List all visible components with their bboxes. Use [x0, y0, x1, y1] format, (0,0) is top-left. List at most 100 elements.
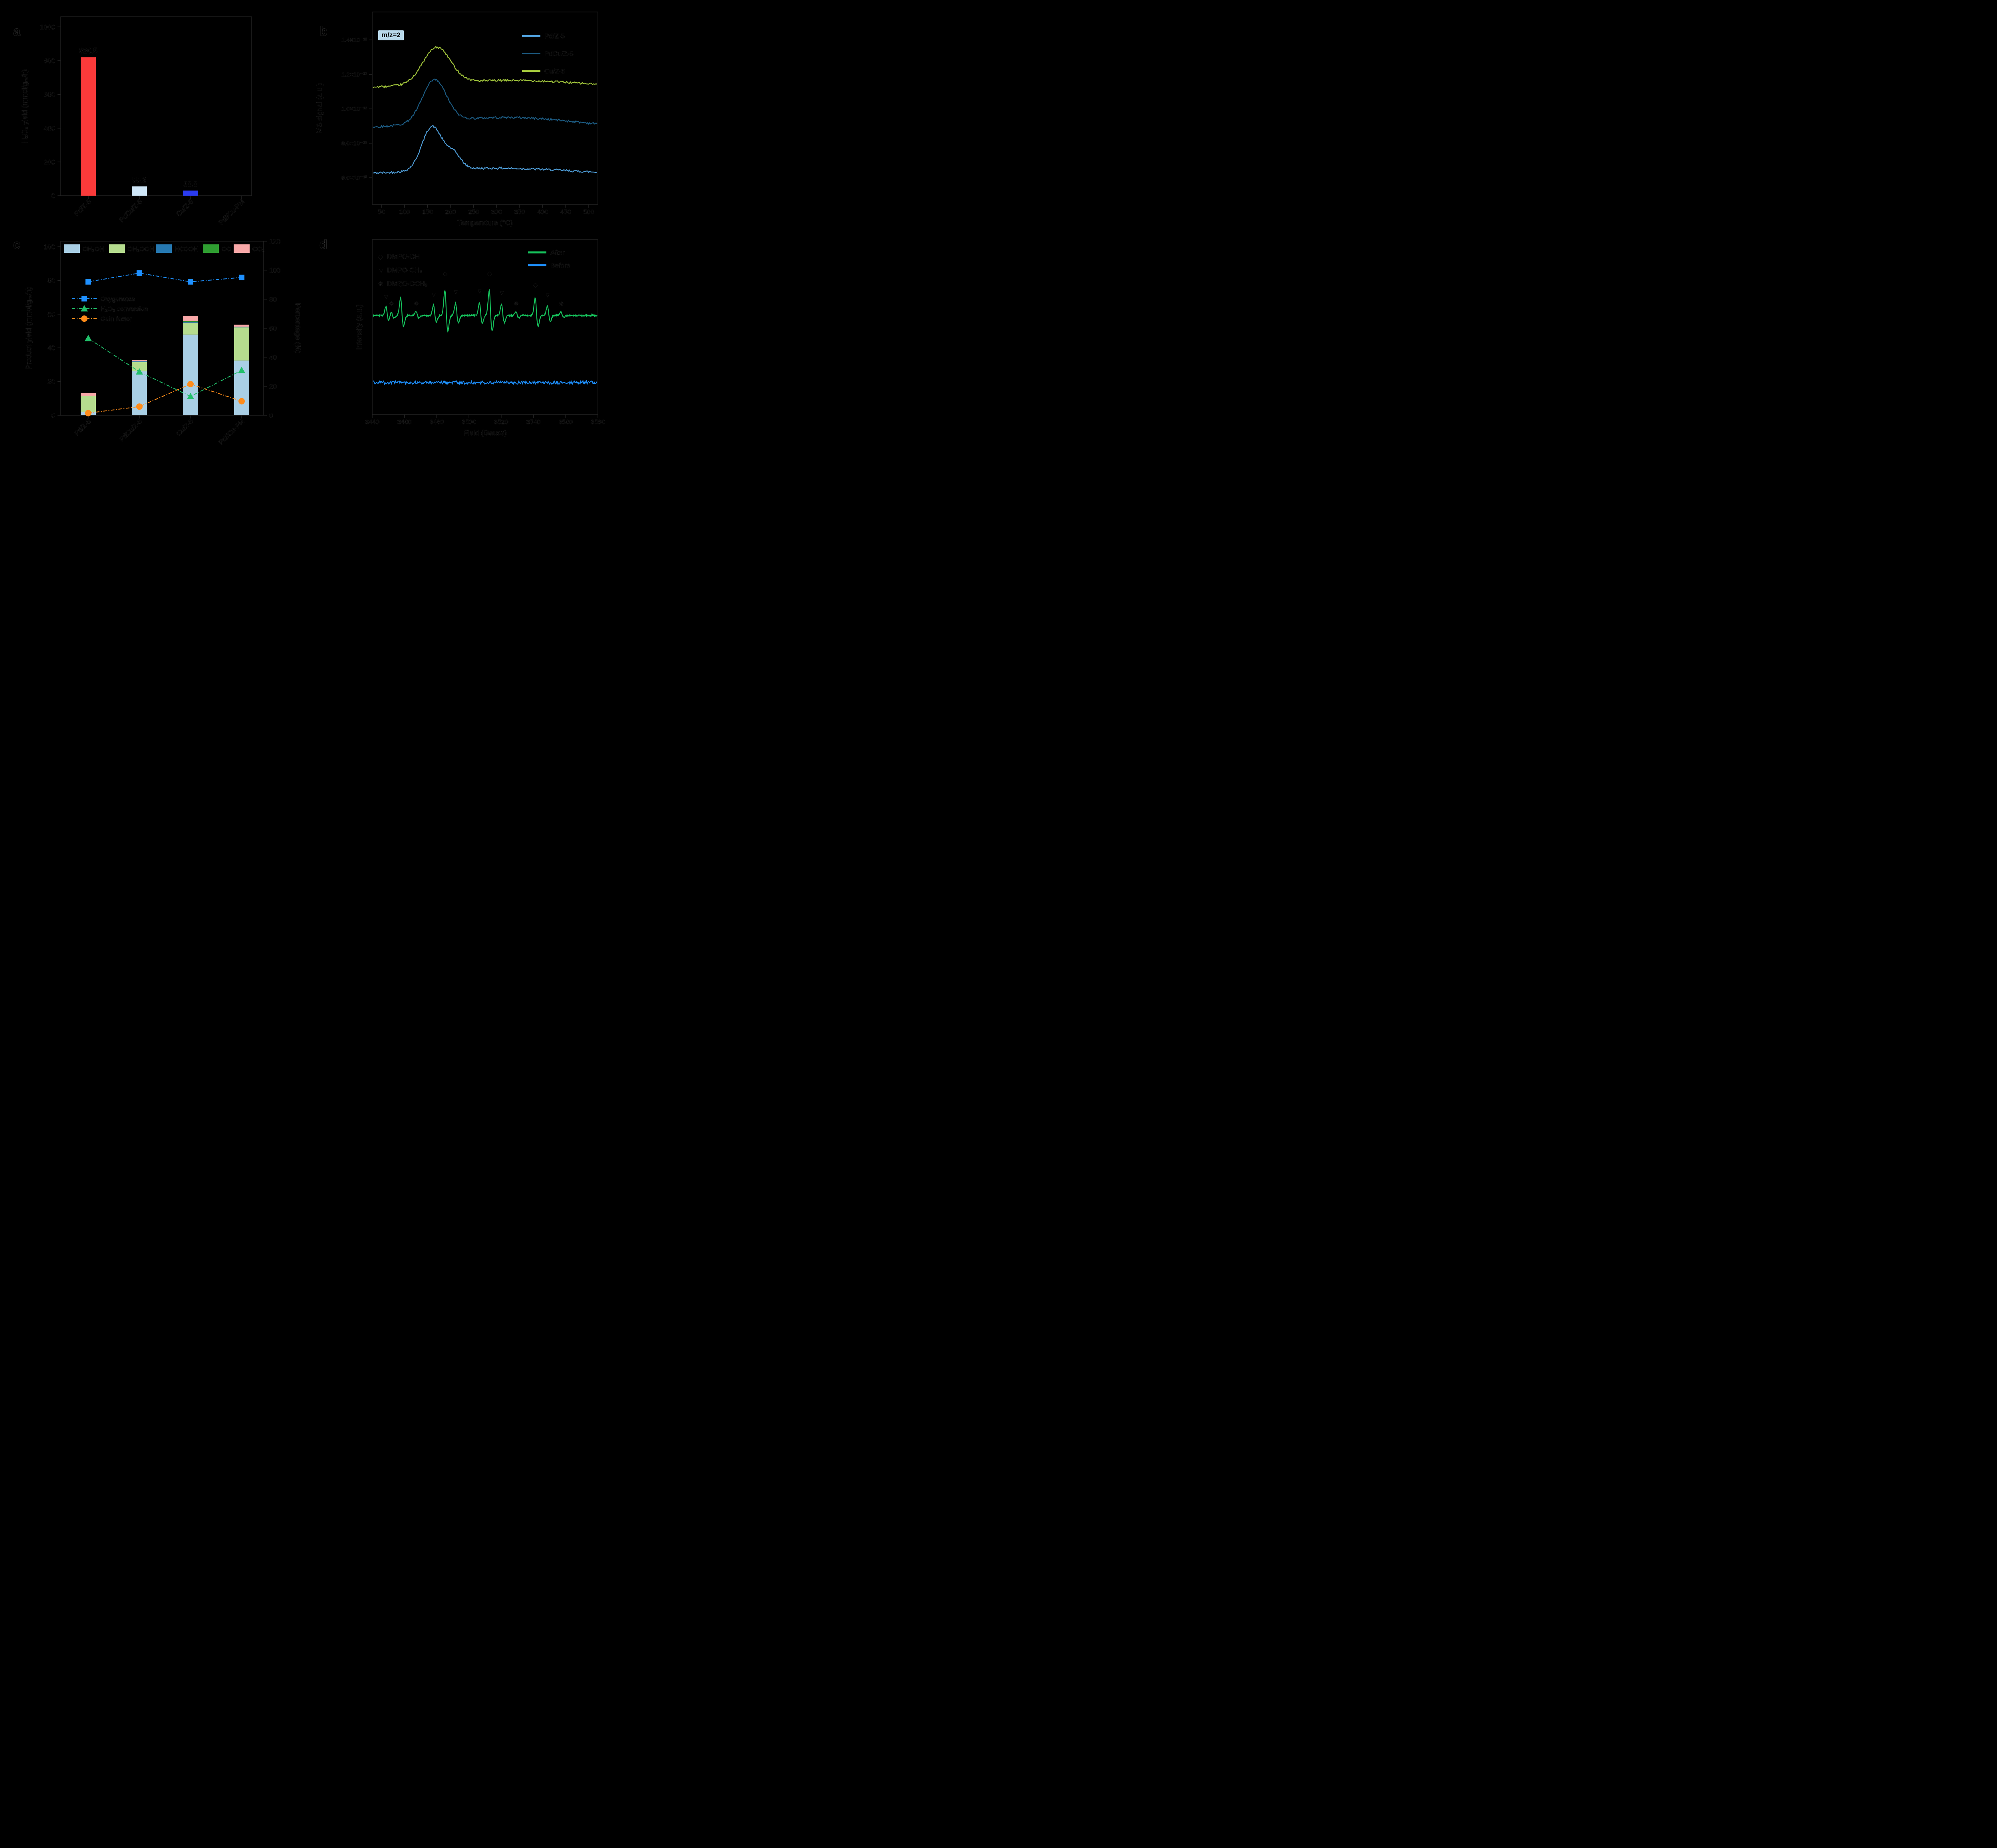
d-annotation-text: DMPO-OCH₃	[387, 280, 427, 288]
d-peak-marker: ✳	[414, 300, 419, 307]
panel-label-a: a	[13, 24, 20, 38]
c-right-ytick: 100	[269, 267, 280, 274]
a-xtick: PdCu/Z-5	[118, 198, 144, 224]
c-xtick: Pd//Cu-PM	[217, 417, 246, 446]
marker-square	[137, 270, 142, 276]
a-ytick: 600	[44, 91, 55, 98]
c-bar-Cu/Z-5-CO₂	[183, 316, 198, 321]
marker-circle	[238, 398, 245, 404]
c-left-ylabel: Product yield (mmol/gₘ/h)	[25, 287, 33, 369]
d-xtick: 3440	[365, 419, 379, 426]
d-xtick: 3480	[430, 419, 444, 426]
marker-square	[188, 279, 193, 285]
b-xtick: 250	[468, 209, 479, 216]
b-curve-Pd/Z-5	[373, 125, 598, 174]
marker-circle	[85, 410, 91, 416]
a-bar-PdCu/Z-5	[132, 186, 147, 196]
c-right-ytick: 80	[269, 295, 277, 303]
a-ytick: 1000	[40, 23, 55, 31]
d-peak-marker: ◆	[443, 270, 447, 277]
c-legend-swatch-HCOOH	[156, 244, 172, 253]
c-left-ytick: 60	[48, 311, 55, 318]
d-ylabel: Intensity (a.u.)	[355, 304, 363, 350]
d-peak-marker: ▼	[499, 289, 504, 296]
c-right-ylabel: Percentage (%)	[294, 303, 302, 353]
b-xlabel: Temperature (°C)	[457, 219, 512, 227]
b-ytick: 1.0×10⁻¹²	[341, 106, 367, 113]
c-legend-swatch-CH₃OOH	[109, 244, 125, 253]
marker-triangle	[238, 367, 245, 373]
d-peak-marker: ▼	[545, 292, 550, 298]
axes-frame	[60, 16, 252, 196]
c-xtick: PdCu/Z-5	[118, 417, 144, 443]
marker-triangle	[81, 305, 88, 311]
b-legend-label: PdCu/Z-5	[544, 50, 574, 58]
c-bar-Cu/Z-5-CO	[183, 321, 198, 322]
c-left-ytick: 0	[52, 412, 55, 419]
c-bar-Cu/Z-5-HCOOH	[183, 321, 198, 323]
b-ytick: 1.2×10⁻¹²	[341, 71, 367, 78]
d-legend-label: After	[550, 249, 565, 256]
c-line-Gain factor	[88, 383, 242, 414]
panel-label-c: c	[13, 237, 20, 252]
a-ytick: 200	[44, 158, 55, 166]
c-bar-Pd/Z-5-CO₂	[81, 393, 96, 396]
a-bar-Cu/Z-5	[183, 190, 198, 196]
c-right-ytick: 120	[269, 238, 280, 245]
a-xtick: Pd/Z-5	[73, 198, 93, 218]
a-bar-value: 820.5	[79, 47, 97, 55]
d-peak-marker: ✳	[389, 300, 394, 307]
c-left-ytick: 100	[44, 243, 55, 251]
c-legend-label: CO	[222, 246, 231, 253]
c-bar-Pd//Cu-PM-CO₂	[234, 324, 249, 327]
d-peak-marker: ◆	[487, 270, 492, 277]
b-ytick: 6.0×10⁻¹³	[341, 174, 367, 181]
a-bar-value: 30.0	[183, 180, 197, 188]
d-peak-marker: ✳	[514, 300, 518, 307]
c-left-ytick: 20	[48, 378, 55, 386]
b-xtick: 400	[537, 209, 548, 216]
c-legend-swatch-CO	[203, 244, 219, 253]
c-legend-swatch-CH₃OH	[64, 244, 80, 253]
marker-triangle	[136, 368, 143, 375]
b-xtick: 100	[399, 209, 410, 216]
d-peak-marker: ▼	[453, 289, 459, 295]
c-legend-label: HCOOH	[175, 246, 199, 253]
d-peak-marker: ▼	[431, 291, 437, 297]
c-legend-label: CH₃OH	[83, 246, 104, 253]
c-line-H₂O₂ conversion	[88, 338, 242, 397]
b-xtick: 500	[584, 209, 594, 216]
marker-triangle	[85, 335, 92, 341]
c-legend-label: CH₃OOH	[128, 246, 154, 253]
marker-triangle	[187, 393, 194, 399]
b-legend-label: Cu/Z-5	[544, 67, 565, 75]
d-peak-marker: ✳	[559, 301, 564, 307]
c-legend-label: CO₂	[252, 246, 264, 253]
c-right-ytick: 20	[269, 383, 277, 390]
marker-square	[81, 296, 87, 301]
b-ylabel: MS signal (a.u.)	[316, 83, 324, 133]
a-xtick: Cu/Z-5	[175, 198, 195, 218]
axes-frame	[372, 239, 598, 415]
c-xtick: Cu/Z-5	[175, 417, 195, 437]
axes-frame	[60, 241, 264, 416]
marker-circle	[136, 403, 143, 410]
d-peak-marker: ◆	[399, 281, 403, 287]
a-bar-value: 55.2	[132, 176, 146, 184]
c-marker-legend-label: H₂O₂ conversion	[101, 306, 148, 313]
marker-square	[85, 279, 91, 285]
d-xtick: 3580	[591, 419, 605, 426]
b-xtick: 50	[378, 209, 385, 216]
d-xlabel: Field (Gauss)	[463, 429, 506, 437]
c-marker-legend-label: Oxygenates	[101, 296, 135, 303]
b-ytick: 8.0×10⁻¹³	[341, 140, 367, 147]
d-xtick: 3560	[558, 419, 573, 426]
d-xtick: 3500	[462, 419, 476, 426]
c-marker-legend-label: Gain factor	[101, 316, 132, 323]
c-left-ytick: 40	[48, 344, 55, 352]
b-ytick: 1.4×10⁻¹²	[341, 37, 367, 44]
axes-frame	[372, 12, 598, 205]
figure-canvas: 0 200 400 600 800 1000 H₂O₂ yield (mmol/gₘ/h) 8…	[0, 0, 619, 462]
d-xtick: 3520	[494, 419, 508, 426]
marker-square	[239, 274, 244, 280]
